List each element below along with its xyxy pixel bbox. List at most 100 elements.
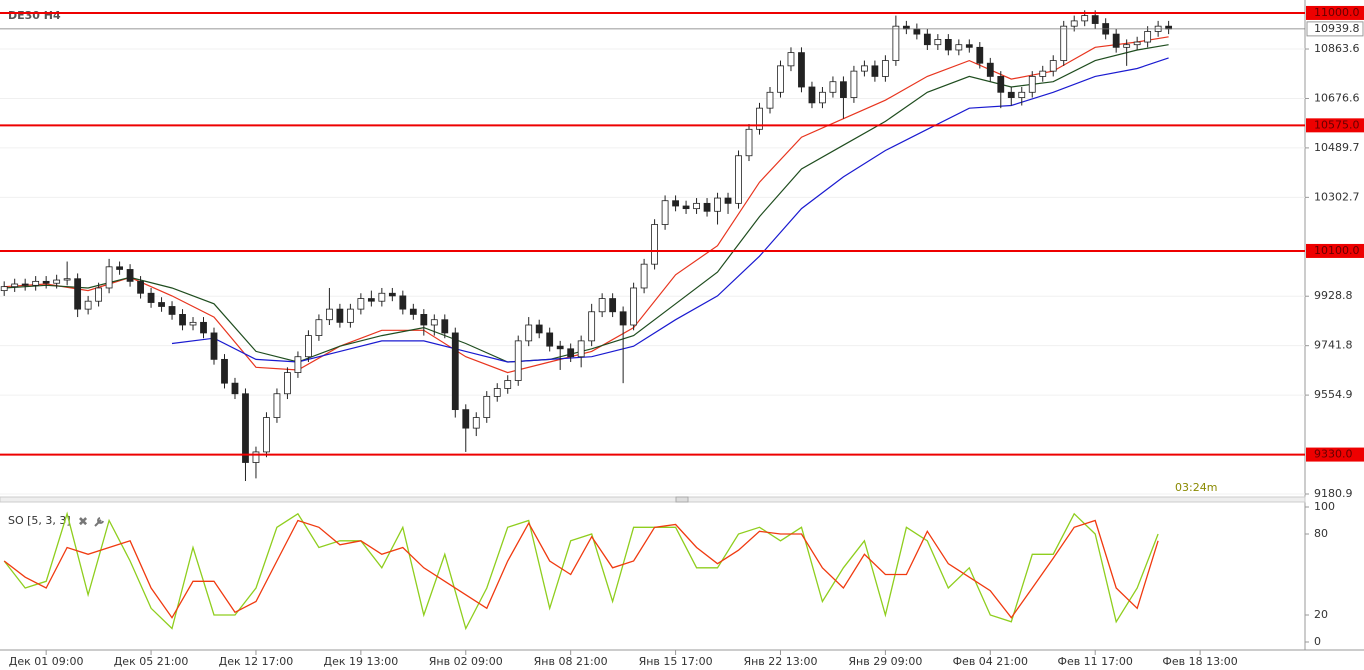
candle-body bbox=[756, 107, 763, 130]
candle-body bbox=[137, 280, 144, 294]
remove-icon[interactable]: ✖ bbox=[78, 515, 88, 529]
candle-body bbox=[745, 128, 753, 157]
candle-body bbox=[735, 155, 742, 204]
y-tick-label: 9180.9 bbox=[1314, 487, 1353, 500]
candle-body bbox=[493, 388, 501, 397]
candle-body bbox=[74, 278, 82, 310]
candle-body bbox=[661, 200, 669, 225]
candle-body bbox=[850, 70, 858, 98]
candle-body bbox=[693, 202, 700, 210]
y-tick-label: 9741.8 bbox=[1314, 339, 1353, 352]
candle-body bbox=[556, 345, 564, 350]
candle-body bbox=[200, 321, 207, 334]
candle-body bbox=[525, 324, 533, 342]
candle-body bbox=[640, 263, 648, 289]
candle-body bbox=[1081, 15, 1089, 22]
candle-body bbox=[451, 332, 459, 411]
oscillator-line bbox=[3, 511, 1159, 631]
x-tick-label: Фев 18 13:00 bbox=[1162, 655, 1237, 668]
level-box bbox=[1306, 118, 1364, 133]
candle-body bbox=[609, 298, 617, 313]
candle-body bbox=[158, 302, 165, 307]
candle-body bbox=[651, 224, 658, 265]
x-tick-label: Фев 04 21:00 bbox=[953, 655, 1028, 668]
candle-body bbox=[420, 314, 428, 326]
timer: 03:24m bbox=[1175, 481, 1217, 494]
candle-body bbox=[189, 321, 197, 326]
current-price-box bbox=[1306, 21, 1364, 37]
candle-body bbox=[871, 65, 879, 77]
candle-body bbox=[42, 280, 50, 284]
candle-body bbox=[1133, 41, 1141, 46]
candle-body bbox=[944, 39, 952, 51]
candle-body bbox=[1060, 25, 1068, 61]
candle-body bbox=[714, 197, 721, 212]
candle-body bbox=[1007, 91, 1015, 98]
candle-body bbox=[388, 292, 396, 297]
level-label: 10100.0 bbox=[1314, 244, 1360, 257]
y-tick-label: 10863.6 bbox=[1314, 42, 1360, 55]
x-tick-label: Янв 22 13:00 bbox=[743, 655, 817, 668]
candle-body bbox=[672, 200, 679, 207]
x-tick-label: Дек 01 09:00 bbox=[9, 655, 84, 668]
y-tick-label: 10489.7 bbox=[1314, 141, 1360, 154]
divider-handle[interactable] bbox=[675, 496, 689, 503]
candle-body bbox=[724, 197, 732, 204]
candle-body bbox=[168, 306, 176, 315]
candle-body bbox=[1028, 76, 1036, 93]
level-box bbox=[1306, 5, 1364, 20]
candle-body bbox=[179, 314, 186, 326]
candle-body bbox=[787, 52, 795, 67]
candle-body bbox=[577, 340, 585, 358]
oscillator-line bbox=[3, 519, 1159, 619]
candle-body bbox=[766, 91, 774, 109]
candle-body bbox=[798, 52, 805, 88]
candle-body bbox=[1123, 44, 1131, 48]
panel-divider[interactable] bbox=[0, 496, 1306, 503]
level-box bbox=[1306, 243, 1364, 258]
candle-body bbox=[819, 91, 826, 104]
candle-body bbox=[315, 319, 323, 336]
candle-body bbox=[892, 25, 900, 61]
candle-body bbox=[430, 319, 438, 326]
candle-body bbox=[210, 332, 218, 360]
y-tick-label: 20 bbox=[1314, 608, 1328, 621]
candle-body bbox=[32, 280, 40, 286]
candle-body bbox=[881, 60, 889, 77]
candle-body bbox=[284, 372, 291, 395]
candle-body bbox=[357, 298, 365, 310]
candle-body bbox=[231, 382, 239, 395]
candle-body bbox=[1018, 91, 1026, 98]
candle-body bbox=[242, 393, 249, 463]
candle-body bbox=[441, 319, 449, 334]
candle-body bbox=[955, 44, 963, 51]
candle-body bbox=[630, 287, 638, 326]
candle-body bbox=[11, 283, 19, 288]
candle-body bbox=[703, 202, 711, 212]
chart-title: DE30 H4 bbox=[8, 9, 61, 22]
candle-body bbox=[53, 279, 61, 284]
y-tick-label: 0 bbox=[1314, 635, 1321, 648]
candle-body bbox=[221, 358, 228, 384]
level-box bbox=[1306, 447, 1364, 462]
candle-body bbox=[21, 283, 29, 286]
moving-average bbox=[4, 44, 1169, 363]
candle-body bbox=[63, 278, 71, 281]
indicator-title: SO [5, 3, 3] bbox=[8, 514, 71, 527]
candle-body bbox=[1165, 25, 1173, 30]
candle-body bbox=[84, 300, 92, 310]
price-panel: 9180.9 9554.9 9741.8 9928.8 10302.7 10489.7 10… bbox=[0, 6, 1364, 500]
candle-body bbox=[367, 298, 375, 302]
settings-icon[interactable] bbox=[94, 517, 104, 527]
y-tick-label: 80 bbox=[1314, 527, 1328, 540]
candle-body bbox=[808, 86, 816, 104]
y-tick-label: 9928.8 bbox=[1314, 289, 1353, 302]
candle-body bbox=[840, 81, 847, 98]
candle-body bbox=[378, 292, 386, 302]
candle-body bbox=[346, 308, 354, 323]
candle-body bbox=[325, 308, 333, 321]
candle-body bbox=[1144, 31, 1152, 43]
candle-body bbox=[294, 356, 302, 373]
